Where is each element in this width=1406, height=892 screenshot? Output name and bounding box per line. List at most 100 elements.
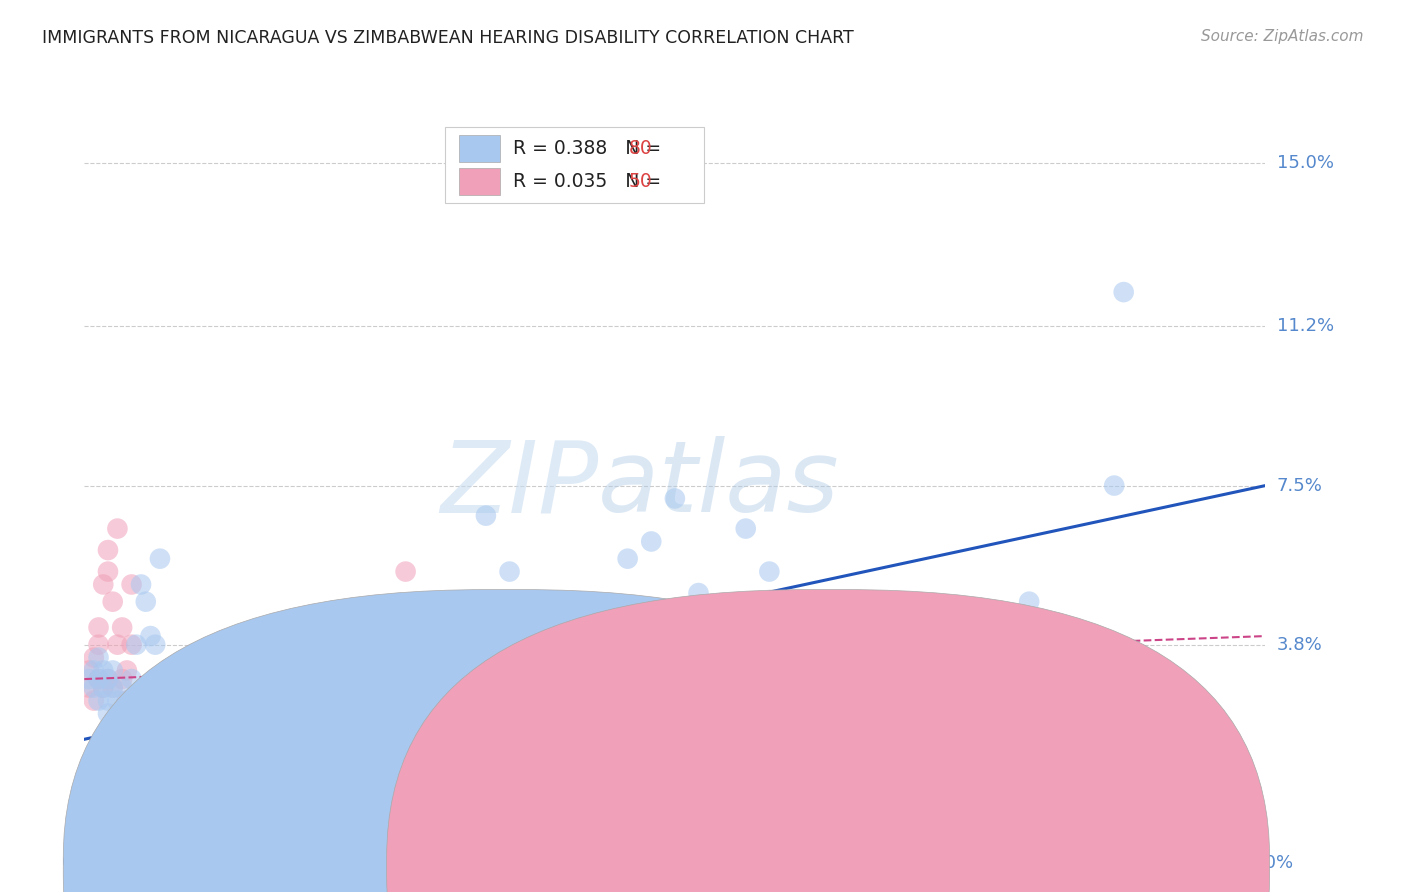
Legend: , : , — [541, 125, 619, 210]
Point — [77, 681, 100, 695]
Point — [225, 681, 247, 695]
Point — [91, 681, 114, 695]
Point — [115, 693, 138, 707]
Point — [404, 737, 426, 751]
Point — [107, 693, 129, 707]
Point — [101, 664, 124, 678]
Point — [309, 723, 332, 738]
Point — [404, 650, 426, 665]
Point — [319, 723, 342, 738]
Point — [285, 714, 308, 729]
Point — [546, 620, 568, 634]
Point — [380, 714, 402, 729]
Point — [205, 681, 228, 695]
Point — [121, 577, 143, 591]
Point — [191, 723, 214, 738]
Point — [271, 749, 294, 764]
Point — [357, 706, 380, 721]
Point — [125, 638, 148, 652]
Text: R = 0.388   N =: R = 0.388 N = — [513, 139, 668, 159]
Point — [239, 664, 262, 678]
Point — [77, 664, 100, 678]
Point — [970, 723, 993, 738]
Point — [994, 737, 1017, 751]
Point — [215, 706, 238, 721]
Point — [149, 551, 172, 566]
Point — [333, 737, 356, 751]
Point — [149, 706, 172, 721]
Text: 3.8%: 3.8% — [1277, 636, 1322, 654]
Point — [101, 681, 124, 695]
FancyBboxPatch shape — [444, 128, 704, 202]
Point — [299, 723, 322, 738]
Point — [115, 714, 138, 729]
Point — [143, 638, 166, 652]
Point — [91, 681, 114, 695]
Point — [107, 522, 129, 536]
Point — [451, 629, 474, 643]
Point — [91, 664, 114, 678]
Point — [569, 638, 592, 652]
Point — [101, 595, 124, 609]
Text: 0.0%: 0.0% — [62, 855, 107, 872]
Point — [87, 638, 110, 652]
Point — [427, 681, 450, 695]
Text: 80: 80 — [628, 139, 652, 159]
Point — [1102, 478, 1125, 492]
Point — [83, 693, 105, 707]
Point — [115, 693, 138, 707]
Point — [191, 723, 214, 738]
Point — [97, 543, 120, 558]
Point — [101, 681, 124, 695]
Point — [177, 706, 200, 721]
Point — [97, 672, 120, 686]
Text: Source: ZipAtlas.com: Source: ZipAtlas.com — [1201, 29, 1364, 44]
Point — [394, 565, 416, 579]
Point — [640, 650, 662, 665]
Text: IMMIGRANTS FROM NICARAGUA VS ZIMBABWEAN HEARING DISABILITY CORRELATION CHART: IMMIGRANTS FROM NICARAGUA VS ZIMBABWEAN … — [42, 29, 853, 46]
Point — [135, 595, 157, 609]
Point — [111, 672, 134, 686]
Point — [87, 693, 110, 707]
Point — [87, 650, 110, 665]
Point — [664, 491, 686, 506]
Point — [121, 706, 143, 721]
Text: R = 0.035   N =: R = 0.035 N = — [513, 171, 668, 191]
Point — [688, 586, 710, 600]
Point — [87, 672, 110, 686]
Text: 11.2%: 11.2% — [1277, 318, 1334, 335]
Point — [125, 693, 148, 707]
Point — [522, 595, 544, 609]
Point — [83, 664, 105, 678]
Point — [253, 723, 276, 738]
Point — [83, 650, 105, 665]
Point — [97, 672, 120, 686]
Point — [640, 534, 662, 549]
Point — [593, 650, 616, 665]
Point — [262, 737, 284, 751]
Point — [205, 749, 228, 764]
Point — [285, 706, 308, 721]
Point — [135, 714, 157, 729]
Point — [97, 565, 120, 579]
Point — [139, 629, 162, 643]
Point — [357, 681, 380, 695]
Point — [711, 749, 734, 764]
Point — [380, 723, 402, 738]
Point — [129, 706, 152, 721]
Point — [333, 737, 356, 751]
Point — [427, 714, 450, 729]
Point — [77, 672, 100, 686]
Point — [262, 737, 284, 751]
Point — [107, 723, 129, 738]
Point — [616, 551, 638, 566]
FancyBboxPatch shape — [458, 168, 501, 194]
Point — [139, 723, 162, 738]
Text: 50: 50 — [628, 171, 652, 191]
Point — [309, 706, 332, 721]
Text: ZIP: ZIP — [440, 436, 598, 533]
Point — [107, 638, 129, 652]
Point — [215, 706, 238, 721]
Point — [143, 737, 166, 751]
Point — [1066, 693, 1088, 707]
